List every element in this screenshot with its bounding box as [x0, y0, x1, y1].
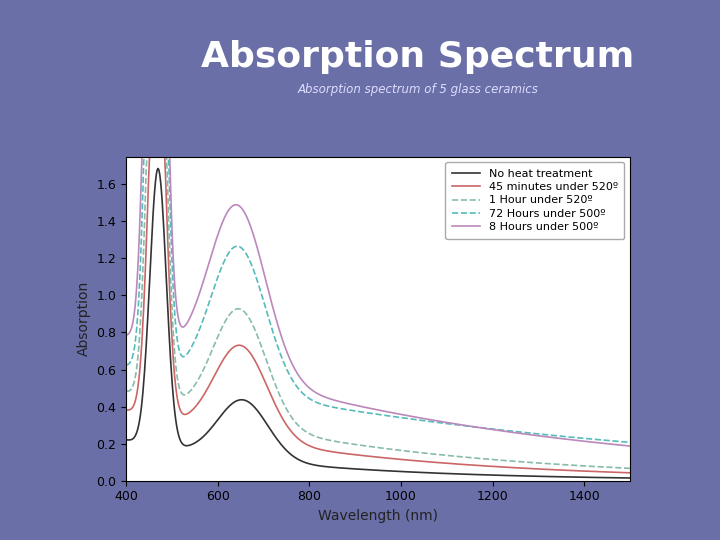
Line: 8 Hours under 500º: 8 Hours under 500º: [126, 157, 630, 446]
No heat treatment: [351, 465, 359, 472]
Y-axis label: Absorption: Absorption: [77, 281, 91, 356]
Text: Absorption spectrum of 5 glass ceramics: Absorption spectrum of 5 glass ceramics: [297, 83, 538, 96]
45 minutes under 520º: [212, 369, 220, 376]
8 Hours under 500º: [351, 402, 359, 408]
Legend: No heat treatment, 45 minutes under 520º, 1 Hour under 520º, 72 Hours under 500º: No heat treatment, 45 minutes under 520º…: [445, 162, 624, 239]
Text: Absorption Spectrum: Absorption Spectrum: [201, 40, 634, 73]
45 minutes under 520º: [459, 461, 468, 468]
72 Hours under 500º: [252, 275, 261, 281]
72 Hours under 500º: [420, 417, 428, 424]
72 Hours under 500º: [212, 279, 220, 285]
8 Hours under 500º: [138, 153, 146, 160]
72 Hours under 500º: [351, 408, 359, 414]
No heat treatment: [459, 471, 468, 477]
72 Hours under 500º: [459, 422, 468, 429]
1 Hour under 520º: [459, 454, 468, 460]
Line: No heat treatment: No heat treatment: [126, 168, 630, 478]
1 Hour under 520º: [252, 330, 261, 336]
1 Hour under 520º: [420, 450, 428, 456]
No heat treatment: [502, 472, 510, 479]
72 Hours under 500º: [626, 439, 634, 446]
72 Hours under 500º: [140, 153, 149, 160]
8 Hours under 500º: [626, 443, 634, 449]
No heat treatment: [252, 406, 261, 413]
No heat treatment: [626, 475, 634, 481]
Line: 45 minutes under 520º: 45 minutes under 520º: [126, 157, 630, 473]
No heat treatment: [122, 436, 130, 443]
72 Hours under 500º: [122, 362, 130, 368]
1 Hour under 520º: [122, 388, 130, 394]
45 minutes under 520º: [351, 451, 359, 458]
No heat treatment: [212, 419, 220, 426]
72 Hours under 500º: [502, 427, 510, 434]
1 Hour under 520º: [351, 441, 359, 448]
No heat treatment: [420, 469, 428, 476]
8 Hours under 500º: [212, 237, 220, 244]
X-axis label: Wavelength (nm): Wavelength (nm): [318, 509, 438, 523]
45 minutes under 520º: [145, 153, 154, 160]
45 minutes under 520º: [626, 470, 634, 476]
Line: 72 Hours under 500º: 72 Hours under 500º: [126, 157, 630, 442]
8 Hours under 500º: [502, 428, 510, 435]
Line: 1 Hour under 520º: 1 Hour under 520º: [126, 157, 630, 468]
1 Hour under 520º: [212, 338, 220, 344]
45 minutes under 520º: [122, 407, 130, 413]
8 Hours under 500º: [459, 422, 468, 428]
1 Hour under 520º: [502, 457, 510, 464]
8 Hours under 500º: [420, 415, 428, 422]
45 minutes under 520º: [420, 458, 428, 464]
8 Hours under 500º: [252, 242, 261, 248]
1 Hour under 520º: [143, 153, 151, 160]
No heat treatment: [153, 165, 162, 172]
45 minutes under 520º: [502, 464, 510, 470]
1 Hour under 520º: [626, 465, 634, 471]
8 Hours under 500º: [122, 332, 130, 338]
45 minutes under 520º: [252, 360, 261, 367]
